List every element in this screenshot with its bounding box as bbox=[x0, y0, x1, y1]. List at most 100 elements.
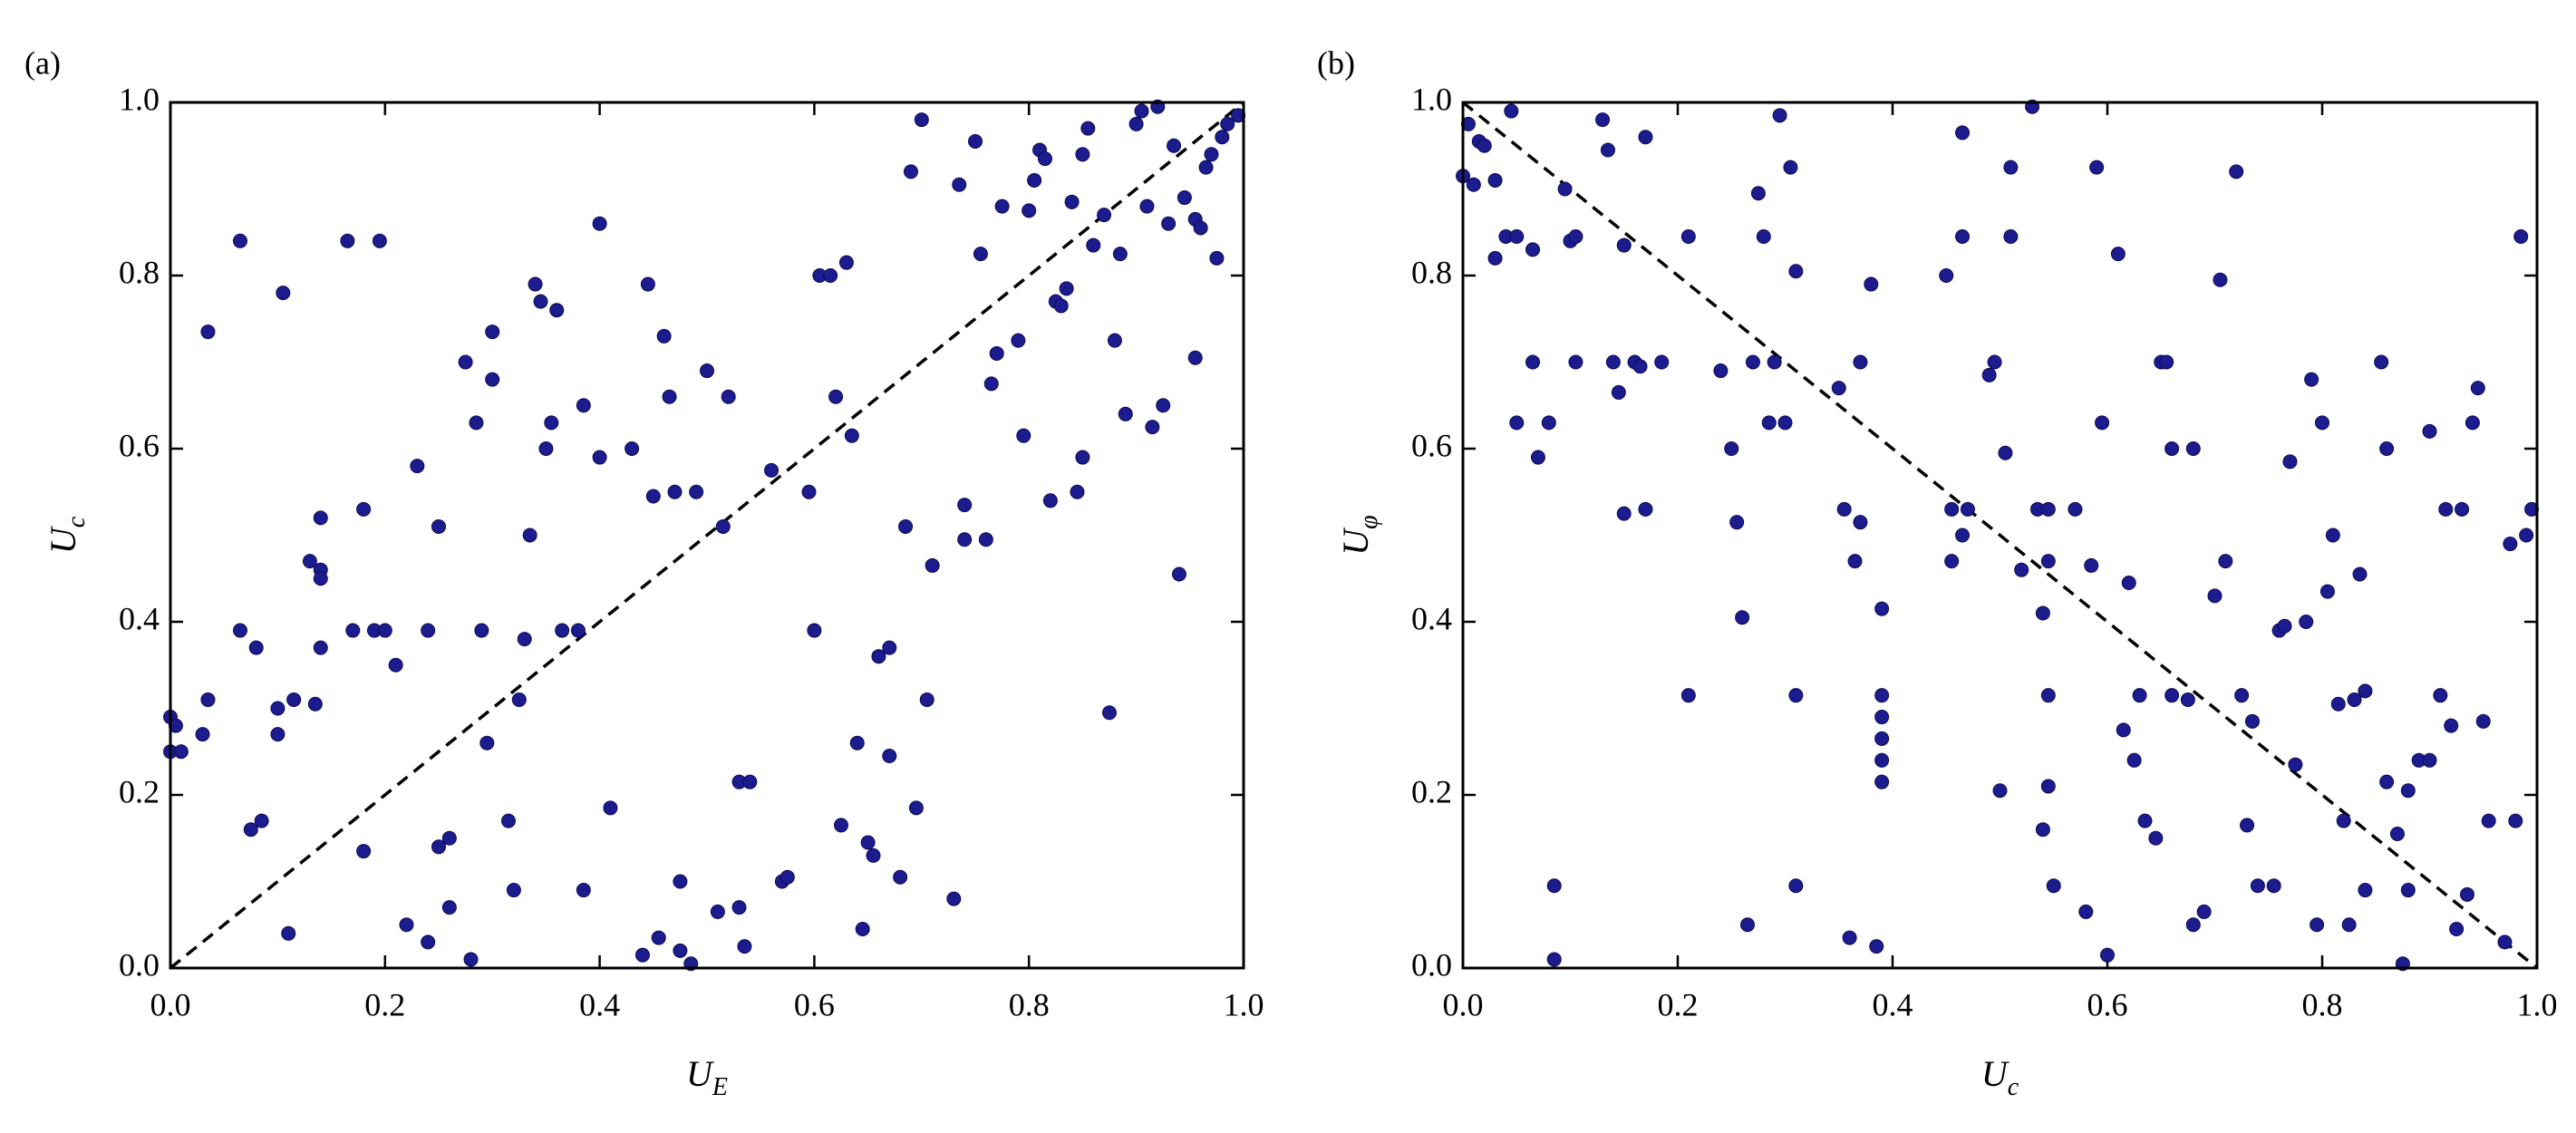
scatter-point bbox=[1557, 181, 1573, 197]
scatter-point bbox=[1145, 420, 1160, 435]
scatter-point bbox=[522, 528, 537, 543]
x-axis-title-main: U bbox=[686, 1053, 715, 1094]
scatter-point bbox=[925, 557, 940, 573]
scatter-point bbox=[952, 177, 967, 192]
scatter-point bbox=[764, 462, 780, 478]
scatter-point bbox=[689, 484, 704, 499]
scatter-point bbox=[2299, 615, 2314, 629]
scatter-point bbox=[313, 640, 328, 655]
plot-frame bbox=[1461, 101, 2539, 970]
scatter-point bbox=[1231, 108, 1246, 123]
scatter-point bbox=[1874, 752, 1890, 768]
scatter-point bbox=[1842, 930, 1857, 945]
x-axis-title-sub: c bbox=[2008, 1073, 2019, 1101]
scatter-point bbox=[1595, 112, 1611, 128]
scatter-point bbox=[232, 623, 247, 638]
scatter-point bbox=[474, 623, 489, 638]
reference-line bbox=[169, 101, 1245, 970]
scatter-point bbox=[1616, 506, 1632, 521]
scatter-point bbox=[1059, 281, 1074, 296]
scatter-point bbox=[957, 532, 973, 547]
y-axis-title-sub: c bbox=[63, 516, 91, 528]
scatter-point bbox=[1134, 103, 1149, 119]
scatter-point bbox=[1869, 939, 1884, 954]
scatter-point bbox=[517, 632, 532, 647]
scatter-point bbox=[882, 640, 897, 655]
scatter-point bbox=[463, 952, 479, 967]
y-tick-label: 1.0 bbox=[119, 81, 160, 117]
scatter-point bbox=[1788, 878, 1804, 894]
scatter-point bbox=[2400, 883, 2416, 898]
scatter-point bbox=[555, 623, 570, 638]
scatter-point bbox=[1177, 190, 1192, 206]
scatter-point bbox=[2244, 713, 2260, 729]
scatter-point bbox=[533, 294, 548, 309]
scatter-point bbox=[1632, 359, 1648, 374]
scatter-point bbox=[469, 415, 484, 431]
x-tick-label: 0.8 bbox=[2302, 986, 2343, 1022]
scatter-point bbox=[898, 518, 914, 534]
scatter-point bbox=[1955, 229, 1971, 245]
scatter-point bbox=[1960, 501, 1975, 517]
scatter-point bbox=[968, 133, 983, 149]
panel: (a) 0.0 0.2 0.4 0.6 0.8 1.0 0.0 0.2 0.4 0.6 0.8 1.0 U… bbox=[24, 44, 1264, 1101]
scatter-point bbox=[673, 943, 688, 958]
scatter-point bbox=[2352, 566, 2368, 582]
scatter-point bbox=[893, 869, 908, 885]
scatter-point bbox=[441, 900, 457, 915]
y-tick-label: 0.6 bbox=[119, 427, 160, 463]
scatter-point bbox=[1638, 130, 1653, 145]
y-tick-label: 0.4 bbox=[1411, 600, 1452, 636]
scatter-point bbox=[248, 640, 264, 655]
scatter-point bbox=[1107, 333, 1122, 348]
scatter-point bbox=[1836, 501, 1852, 517]
scatter-point bbox=[200, 692, 216, 707]
scatter-point bbox=[2164, 688, 2180, 703]
scatter-point bbox=[173, 744, 189, 760]
reference-line bbox=[1461, 101, 2539, 970]
scatter-point bbox=[485, 324, 500, 340]
scatter-point bbox=[2266, 878, 2281, 894]
scatter-point bbox=[2185, 441, 2201, 456]
scatter-point bbox=[421, 623, 436, 638]
scatter-point bbox=[1215, 130, 1230, 145]
scatter-point bbox=[801, 484, 817, 499]
scatter-point bbox=[2459, 886, 2474, 902]
scatter-point bbox=[715, 518, 731, 534]
scatter-point bbox=[2341, 917, 2357, 933]
scatter-point bbox=[2100, 947, 2115, 963]
scatter-point bbox=[1167, 138, 1182, 153]
scatter-point bbox=[1102, 705, 1117, 721]
scatter-point bbox=[973, 247, 988, 262]
scatter-point bbox=[1955, 528, 1971, 543]
scatter-point bbox=[2164, 441, 2180, 456]
scatter-point bbox=[1171, 566, 1186, 582]
x-tick-label: 0.2 bbox=[1658, 986, 1699, 1022]
scatter-point bbox=[340, 233, 355, 248]
scatter-point bbox=[908, 800, 924, 816]
scatter-point bbox=[2358, 883, 2373, 898]
scatter-point bbox=[651, 930, 666, 945]
scatter-point bbox=[2089, 160, 2105, 175]
scatter-point bbox=[1053, 298, 1069, 314]
scatter-point bbox=[1064, 194, 1080, 209]
scatter-point bbox=[1568, 354, 1583, 370]
scatter-point bbox=[2040, 779, 2056, 794]
scatter-point bbox=[780, 869, 795, 885]
scatter-point bbox=[721, 389, 736, 404]
scatter-point bbox=[957, 498, 973, 513]
scatter-point bbox=[807, 623, 822, 638]
scatter-point bbox=[603, 800, 618, 816]
x-tick-label: 1.0 bbox=[1224, 986, 1264, 1022]
scatter-point bbox=[388, 657, 403, 673]
scatter-point bbox=[1740, 917, 1756, 933]
scatter-point bbox=[2389, 826, 2405, 841]
x-tick-label: 0.6 bbox=[794, 986, 835, 1022]
y-tick-label: 0.6 bbox=[1411, 427, 1452, 463]
x-tick-label: 0.8 bbox=[1009, 986, 1050, 1022]
scatter-point bbox=[2003, 160, 2019, 175]
y-tick-label: 0.0 bbox=[1411, 946, 1452, 983]
scatter-point bbox=[1509, 415, 1525, 431]
scatter-point bbox=[479, 735, 495, 750]
